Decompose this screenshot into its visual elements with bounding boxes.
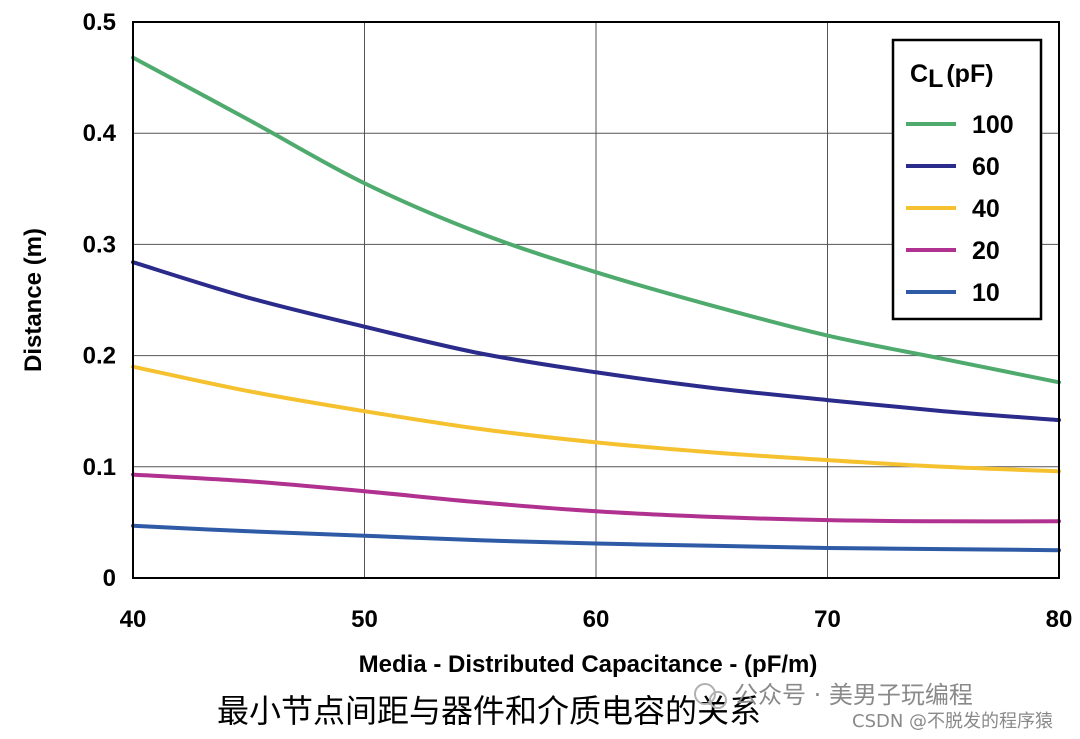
y-tick-labels: 0 0.1 0.2 0.3 0.4 0.5 xyxy=(83,9,117,592)
series-line-10 xyxy=(131,523,1061,553)
series-line-100 xyxy=(131,55,1061,385)
legend-label-40: 40 xyxy=(972,195,1000,223)
watermark: 公众号 · 美男子玩编程 CSDN @不脱发的程序猿 xyxy=(694,681,1053,732)
series-line-60 xyxy=(131,260,1061,423)
series-lines xyxy=(131,55,1061,553)
legend-label-10: 10 xyxy=(972,279,1000,307)
x-tick-label: 80 xyxy=(1046,606,1073,633)
legend-label-100: 100 xyxy=(972,111,1014,139)
legend-title: CL (pF) xyxy=(910,60,994,93)
figure-caption: 最小节点间距与器件和介质电容的关系 xyxy=(217,692,761,730)
legend-label-60: 60 xyxy=(972,153,1000,181)
x-tick-label: 60 xyxy=(583,606,610,633)
legend-box xyxy=(891,38,1043,321)
legend-title-sub: L xyxy=(928,65,943,93)
watermark-line2: CSDN @不脱发的程序猿 xyxy=(852,711,1053,732)
legend-title-unit: (pF) xyxy=(946,60,993,88)
x-axis-title: Media - Distributed Capacitance - (pF/m) xyxy=(359,651,818,678)
x-tick-labels: 40 50 60 70 80 xyxy=(120,606,1073,633)
series-line-40 xyxy=(131,364,1061,474)
x-tick-label: 50 xyxy=(351,606,378,633)
series-line-20 xyxy=(131,472,1061,524)
y-tick-label: 0.4 xyxy=(83,120,117,147)
legend: CL (pF) 100 60 40 20 10 xyxy=(891,38,1043,321)
legend-title-main: C xyxy=(910,60,928,88)
y-tick-label: 0.5 xyxy=(83,9,116,36)
y-tick-label: 0 xyxy=(103,565,116,592)
plot-frame xyxy=(132,21,1060,579)
y-tick-label: 0.1 xyxy=(83,454,116,481)
y-tick-label: 0.3 xyxy=(83,231,116,258)
x-tick-label: 70 xyxy=(814,606,841,633)
watermark-line1: 公众号 · 美男子玩编程 xyxy=(734,681,973,709)
x-tick-label: 40 xyxy=(120,606,147,633)
legend-label-20: 20 xyxy=(972,237,1000,265)
y-axis-title: Distance (m) xyxy=(20,228,47,372)
legend-entries: 100 60 40 20 10 xyxy=(906,111,1014,307)
wechat-icon xyxy=(694,683,716,705)
y-tick-label: 0.2 xyxy=(83,343,116,370)
wechat-icon-bubble xyxy=(709,691,727,709)
